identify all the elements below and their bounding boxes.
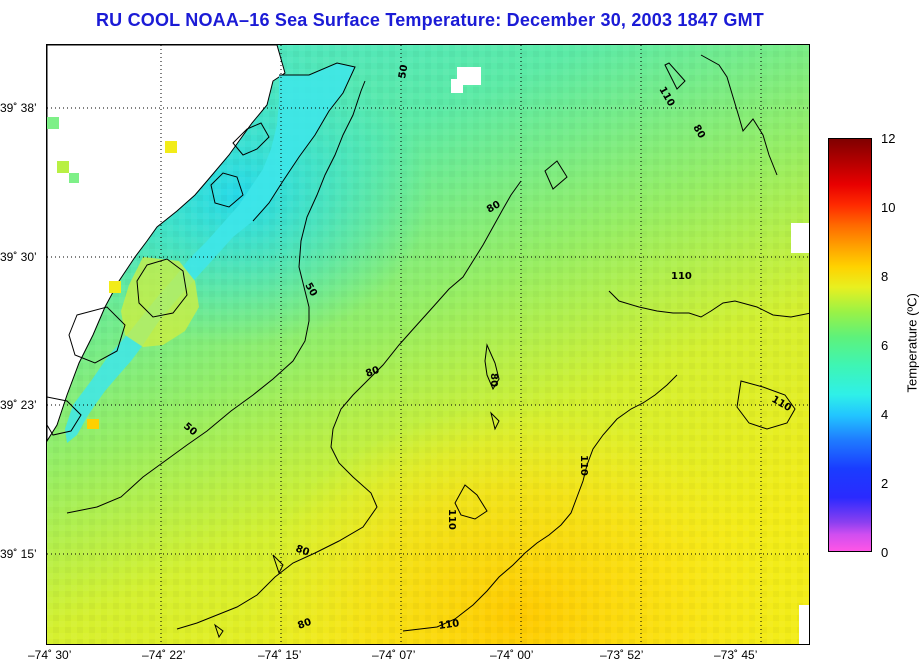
colorbar-label: Temperature (ºC) [904,293,920,393]
colorbar-tick: 0 [881,545,889,560]
latitude-label: 39˚ 38’ [0,101,37,115]
colorbar-tick: 8 [881,269,889,284]
colorbar-tick: 2 [881,476,889,491]
contour-label: 110 [671,271,692,282]
contour-label: 110 [438,618,460,632]
longitude-label: –74˚ 07’ [372,648,416,662]
sst-map: 50 50 50 80 80 80 80 80 80 110 110 110 1… [46,44,810,645]
longitude-label: –74˚ 22’ [142,648,186,662]
longitude-label: –74˚ 15’ [258,648,302,662]
contour-label: 80 [364,365,381,380]
contour-label: 50 [397,64,410,80]
contour-lines [66,54,809,639]
graticule [47,45,809,644]
colorbar-tick: 4 [881,407,889,422]
longitude-label: –74˚ 00’ [490,648,534,662]
contour-label: 80 [294,543,311,558]
contour-label: 80 [488,373,499,387]
latitude-label: 39˚ 15’ [0,547,37,561]
colorbar-tick: 12 [881,131,896,146]
longitude-label: –74˚ 30’ [28,648,72,662]
cloud-gaps [451,67,809,644]
map-title: RU COOL NOAA–16 Sea Surface Temperature:… [95,10,764,30]
land-mask [47,45,286,442]
coastline [47,62,356,436]
contour-label: 110 [446,509,457,530]
coastal-water [47,63,355,443]
temperature-colorbar [828,138,872,552]
contour-label: 80 [296,617,313,632]
colorbar-tick: 10 [881,200,896,215]
latitude-label: 39˚ 30’ [0,250,37,264]
longitude-label: –73˚ 52’ [600,648,644,662]
colorbar-tick: 6 [881,338,889,353]
latitude-label: 39˚ 23’ [0,398,37,412]
contour-label: 110 [578,455,589,476]
longitude-label: –73˚ 45’ [714,648,758,662]
